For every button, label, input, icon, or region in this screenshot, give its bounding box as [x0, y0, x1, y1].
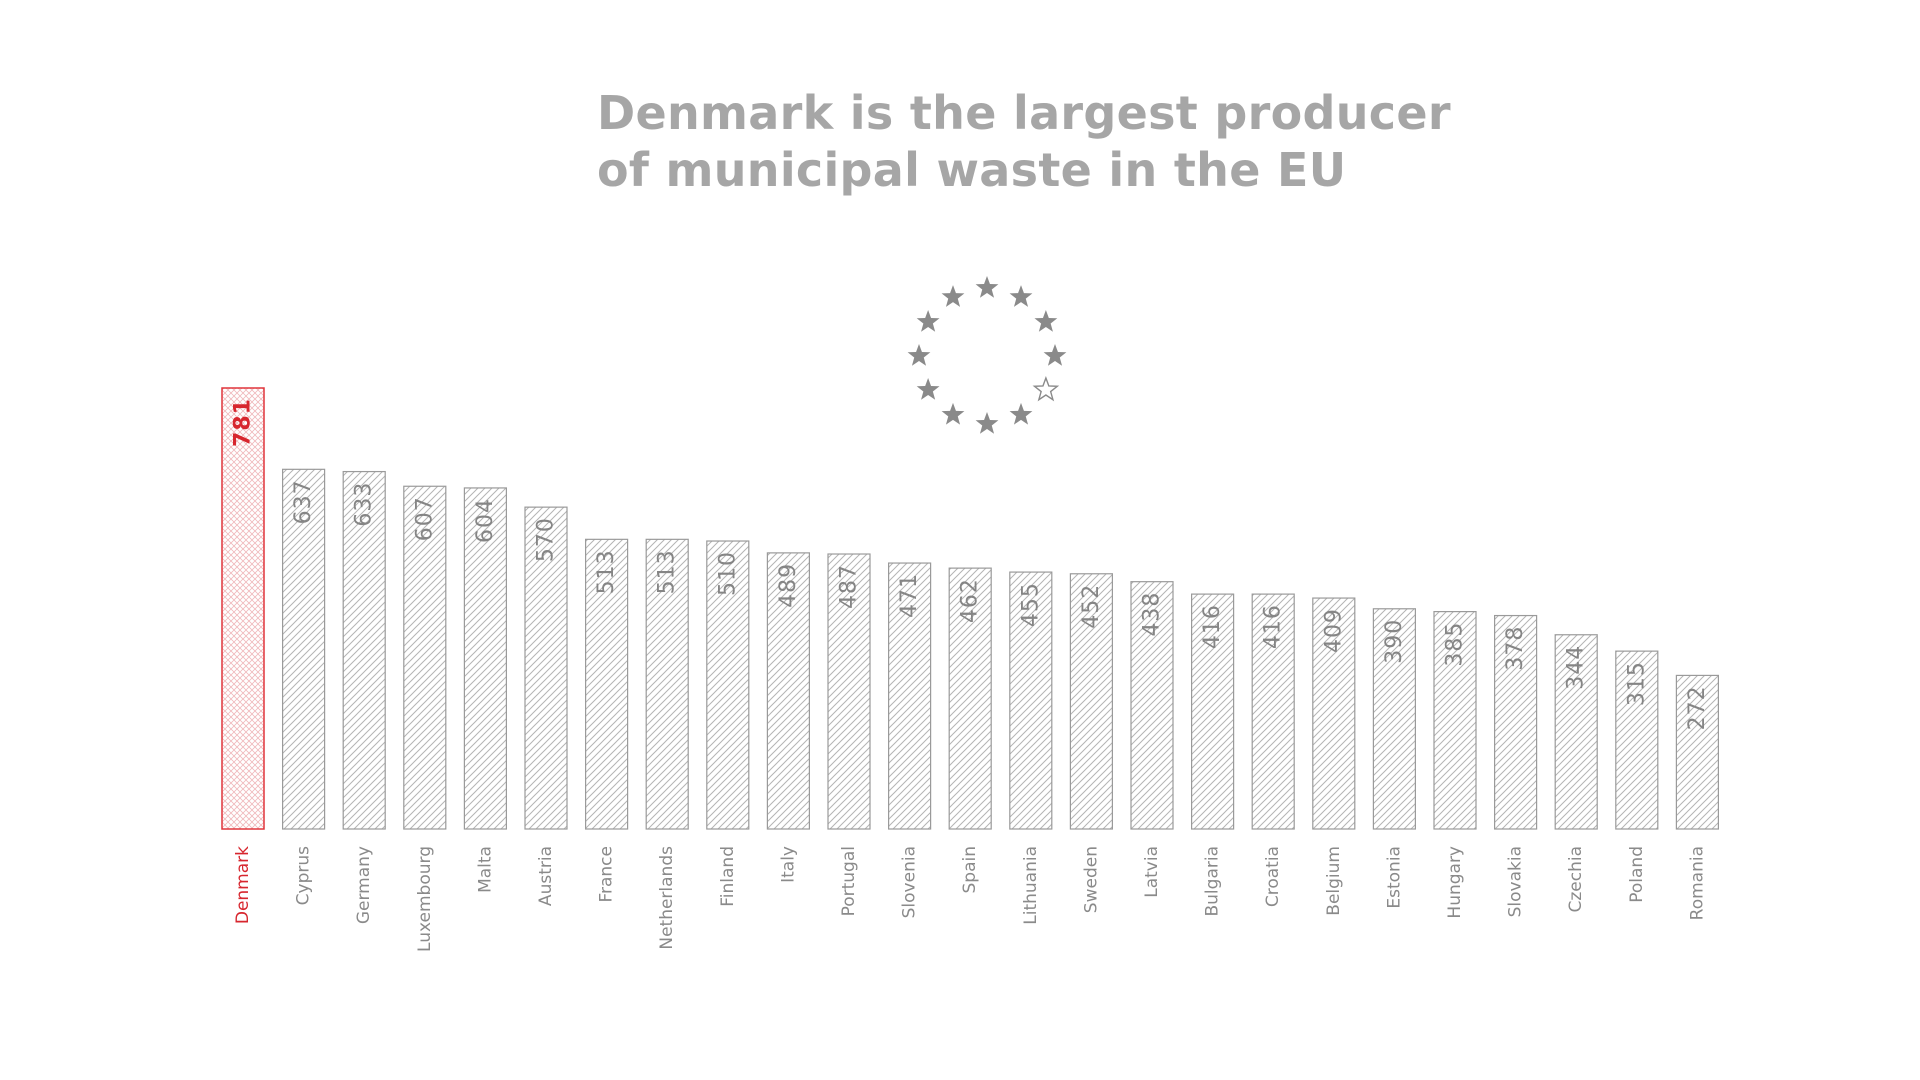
star-icon: [907, 344, 931, 366]
value-label-luxembourg: 607: [412, 496, 437, 541]
value-label-belgium: 409: [1321, 608, 1346, 653]
value-label-spain: 462: [958, 578, 983, 623]
value-label-croatia: 416: [1261, 604, 1286, 649]
bar-lithuania: [1009, 571, 1053, 830]
category-label-sweden: Sweden: [1081, 846, 1101, 913]
bar-germany: [342, 470, 386, 830]
star-icon: [916, 310, 940, 332]
bars-group: 781 Denmark 637 Cyprus 633 Germany 607 Luxembou…: [221, 387, 1720, 952]
value-label-czechia: 344: [1564, 645, 1589, 690]
bar-spain: [948, 567, 992, 830]
eu-stars-icon: [907, 276, 1067, 434]
value-label-latvia: 438: [1140, 592, 1165, 637]
value-label-slovakia: 378: [1503, 626, 1528, 671]
value-label-france: 513: [594, 549, 619, 594]
category-label-denmark: Denmark: [233, 846, 253, 924]
value-label-malta: 604: [473, 498, 498, 543]
value-label-lithuania: 455: [1018, 582, 1043, 627]
category-label-austria: Austria: [536, 846, 556, 906]
value-label-poland: 315: [1624, 661, 1649, 706]
value-label-denmark: 781: [231, 398, 256, 447]
value-label-austria: 570: [534, 517, 559, 562]
bar-belgium: [1312, 597, 1356, 830]
category-label-finland: Finland: [718, 846, 738, 907]
bar-slovakia: [1493, 614, 1538, 830]
bar-latvia: [1130, 581, 1174, 830]
bar-france: [584, 538, 629, 830]
category-label-croatia: Croatia: [1263, 846, 1283, 907]
value-label-italy: 489: [776, 563, 801, 608]
star-icon: [1043, 344, 1067, 366]
category-label-belgium: Belgium: [1324, 846, 1344, 916]
category-label-slovakia: Slovakia: [1506, 846, 1526, 917]
star-icon: [1009, 285, 1033, 307]
star-icon: [975, 412, 999, 434]
value-label-romania: 272: [1685, 685, 1710, 730]
category-label-poland: Poland: [1627, 846, 1647, 903]
bar-bulgaria: [1190, 593, 1235, 830]
bar-denmark: [221, 387, 265, 830]
category-label-luxembourg: Luxembourg: [415, 846, 435, 952]
bar-austria: [524, 506, 568, 830]
bar-cyprus: [282, 468, 326, 830]
category-label-romania: Romania: [1687, 846, 1707, 920]
category-label-spain: Spain: [960, 846, 980, 894]
category-label-lithuania: Lithuania: [1021, 846, 1041, 925]
value-label-netherlands: 513: [655, 549, 680, 594]
value-label-estonia: 390: [1382, 619, 1407, 664]
bar-netherlands: [645, 538, 689, 830]
bar-malta: [463, 487, 507, 830]
category-label-netherlands: Netherlands: [657, 846, 677, 950]
chart-title-line-2: of municipal waste in the EU: [597, 143, 1347, 197]
bar-romania: [1675, 674, 1720, 830]
bar-finland: [706, 540, 750, 830]
category-label-hungary: Hungary: [1445, 846, 1465, 919]
bar-slovenia: [887, 562, 932, 830]
star-icon: [1009, 402, 1033, 425]
bar-sweden: [1069, 573, 1114, 830]
value-label-sweden: 452: [1079, 584, 1104, 629]
bar-hungary: [1433, 611, 1477, 830]
bar-poland: [1615, 650, 1659, 830]
category-label-latvia: Latvia: [1142, 846, 1162, 898]
bar-estonia: [1372, 608, 1417, 830]
bar-portugal: [827, 553, 871, 830]
category-label-bulgaria: Bulgaria: [1203, 846, 1223, 917]
category-label-czechia: Czechia: [1566, 846, 1586, 913]
value-label-germany: 633: [352, 482, 377, 527]
bar-luxembourg: [403, 485, 447, 830]
category-label-malta: Malta: [475, 846, 495, 893]
star-icon: [975, 276, 999, 298]
value-label-portugal: 487: [837, 564, 862, 609]
category-label-italy: Italy: [778, 846, 798, 883]
chart-title: Denmark is the largest producer of munic…: [597, 85, 1451, 199]
bar-croatia: [1251, 593, 1295, 830]
category-label-estonia: Estonia: [1384, 846, 1404, 909]
value-label-cyprus: 637: [291, 479, 316, 524]
star-icon: [916, 378, 940, 400]
category-label-germany: Germany: [354, 846, 374, 924]
category-label-portugal: Portugal: [839, 846, 859, 916]
value-label-finland: 510: [715, 551, 740, 596]
category-label-slovenia: Slovenia: [900, 846, 920, 918]
category-label-france: France: [597, 846, 617, 903]
chart-title-line-1: Denmark is the largest producer: [597, 86, 1451, 140]
star-icon: [941, 285, 965, 307]
star-icon: [1032, 375, 1060, 402]
value-label-hungary: 385: [1443, 622, 1468, 667]
bar-czechia: [1554, 634, 1598, 830]
category-label-cyprus: Cyprus: [294, 846, 314, 905]
value-label-slovenia: 471: [897, 573, 922, 618]
bar-italy: [766, 552, 811, 830]
value-label-bulgaria: 416: [1200, 604, 1225, 649]
star-icon: [1034, 310, 1058, 332]
star-icon: [941, 402, 965, 425]
